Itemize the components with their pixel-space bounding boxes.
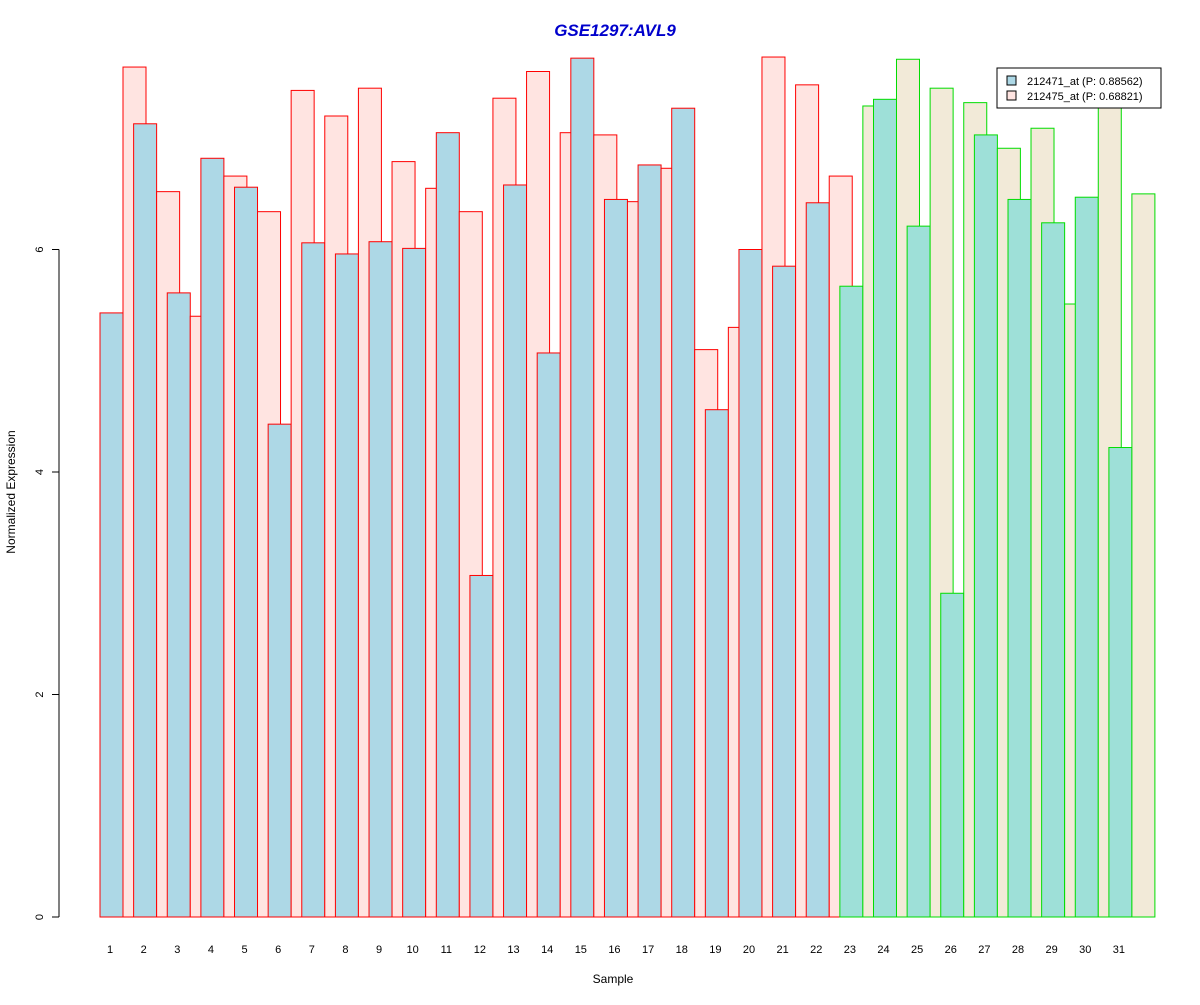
bar-212471 <box>704 409 729 918</box>
x-tick-label: 30 <box>1079 944 1091 956</box>
x-tick-label: 24 <box>877 944 889 956</box>
x-tick-label: 17 <box>642 944 654 956</box>
x-tick-label: 5 <box>241 944 247 956</box>
legend-box <box>996 67 1162 109</box>
bar-212471 <box>1041 222 1066 918</box>
legend-label-212475: 212475_at (P: 0.68821) <box>1027 91 1143 103</box>
x-tick-label: 13 <box>507 944 519 956</box>
x-tick-label: 21 <box>776 944 788 956</box>
x-tick-label: 19 <box>709 944 721 956</box>
bar-212471 <box>503 184 528 918</box>
bar-212471 <box>301 242 326 918</box>
bar-212471 <box>1108 447 1133 918</box>
bar-212471 <box>872 98 897 918</box>
y-tick-label: 6 <box>34 246 46 252</box>
x-tick-labels: 1 2 3 4 5 6 7 8 9 10 11 12 13 14 15 16 17 18 19 20 21 22 23 24 2… <box>107 944 1125 956</box>
x-tick-label: 16 <box>608 944 620 956</box>
bar-212471 <box>1074 196 1099 918</box>
bar-212471 <box>570 57 595 918</box>
x-tick-label: 11 <box>441 944 452 956</box>
x-tick-label: 26 <box>945 944 957 956</box>
x-tick-label: 3 <box>174 944 180 956</box>
legend-swatch-212475 <box>1006 90 1017 101</box>
x-tick-label: 25 <box>911 944 923 956</box>
bar-212471 <box>772 265 797 918</box>
x-tick-label: 18 <box>676 944 688 956</box>
x-tick-label: 28 <box>1012 944 1024 956</box>
y-axis: 0 2 4 6 <box>34 246 60 920</box>
bar-212471 <box>839 285 864 918</box>
bar-212471 <box>99 312 124 918</box>
y-tick-label: 2 <box>34 691 46 697</box>
bar-212471 <box>1007 198 1032 918</box>
bar-212475 <box>1131 193 1156 918</box>
x-tick-label: 2 <box>141 944 147 956</box>
x-axis-label: Sample <box>593 972 634 986</box>
x-tick-label: 14 <box>541 944 553 956</box>
x-tick-label: 10 <box>407 944 419 956</box>
x-tick-label: 22 <box>810 944 822 956</box>
x-tick-label: 29 <box>1046 944 1058 956</box>
bar-212471 <box>671 107 696 918</box>
x-tick-label: 15 <box>575 944 587 956</box>
bar-212471 <box>973 134 998 918</box>
bar-212471 <box>435 132 460 918</box>
x-tick-label: 6 <box>275 944 281 956</box>
y-tick-label: 0 <box>34 914 46 920</box>
x-tick-label: 4 <box>208 944 214 956</box>
bar-212471 <box>906 225 931 918</box>
bar-group <box>99 56 1156 918</box>
bar-212471 <box>603 198 628 918</box>
bar-212471 <box>738 249 763 918</box>
legend-label-212471: 212471_at (P: 0.88562) <box>1027 76 1143 88</box>
bar-212471 <box>334 253 359 918</box>
x-tick-label: 20 <box>743 944 755 956</box>
x-tick-label: 31 <box>1113 944 1125 956</box>
x-tick-label: 23 <box>844 944 856 956</box>
x-tick-label: 27 <box>978 944 990 956</box>
bar-212471 <box>200 157 225 918</box>
bar-212471 <box>940 592 965 918</box>
bar-212471 <box>469 574 494 918</box>
bar-212471 <box>805 202 830 918</box>
bar-212471 <box>637 164 662 918</box>
chart-title: GSE1297:AVL9 <box>554 21 676 40</box>
y-tick-label: 4 <box>34 469 46 475</box>
bar-212471 <box>536 352 561 918</box>
bar-212471 <box>368 241 393 918</box>
x-tick-label: 1 <box>107 944 113 956</box>
x-tick-label: 8 <box>342 944 348 956</box>
bar-212471 <box>267 423 292 918</box>
bar-212471 <box>234 186 259 918</box>
bar-212471 <box>166 292 191 918</box>
x-tick-label: 9 <box>376 944 382 956</box>
x-tick-label: 12 <box>474 944 486 956</box>
bar-212471 <box>133 123 158 918</box>
x-tick-label: 7 <box>309 944 315 956</box>
bar-212471 <box>402 247 427 918</box>
legend-swatch-212471 <box>1006 75 1017 86</box>
legend: 212471_at (P: 0.88562) 212475_at (P: 0.6… <box>996 67 1162 109</box>
y-axis-label: Normalized Expression <box>4 430 18 553</box>
